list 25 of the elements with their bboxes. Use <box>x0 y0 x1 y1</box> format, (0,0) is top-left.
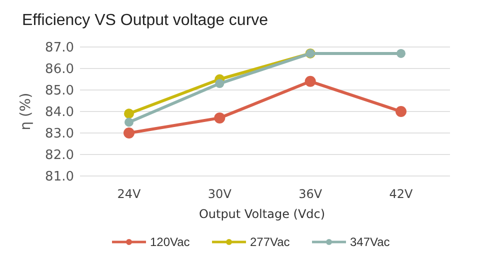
y-tick-label: 86.0 <box>45 62 74 78</box>
point <box>124 118 134 127</box>
chart-title: Efficiency VS Output voltage curve <box>22 12 268 29</box>
x-tick-label: 36V <box>298 187 323 201</box>
x-tick-label: 42V <box>389 187 414 201</box>
y-tick-label: 84.0 <box>45 105 74 120</box>
point <box>396 106 406 117</box>
point <box>215 79 224 88</box>
point <box>124 128 134 138</box>
x-axis-title: Output Voltage (Vdc) <box>198 207 326 221</box>
point <box>304 76 316 87</box>
x-tick-label: 24V <box>117 187 142 201</box>
legend-label: 347Vac <box>350 235 390 250</box>
y-axis-title: η (%) <box>18 92 34 130</box>
legend-label: 120Vac <box>150 235 190 250</box>
y-tick-label: 81.0 <box>45 170 74 185</box>
point <box>124 108 134 119</box>
y-tick-label: 87.0 <box>45 40 74 56</box>
point <box>396 48 406 58</box>
y-tick-label: 82.0 <box>45 148 74 164</box>
point <box>214 112 226 124</box>
legend-label: 277Vac <box>250 235 290 250</box>
y-tick-label: 85.0 <box>45 84 74 99</box>
x-tick-label: 30V <box>208 187 232 201</box>
y-tick-label: 83.0 <box>45 126 74 142</box>
